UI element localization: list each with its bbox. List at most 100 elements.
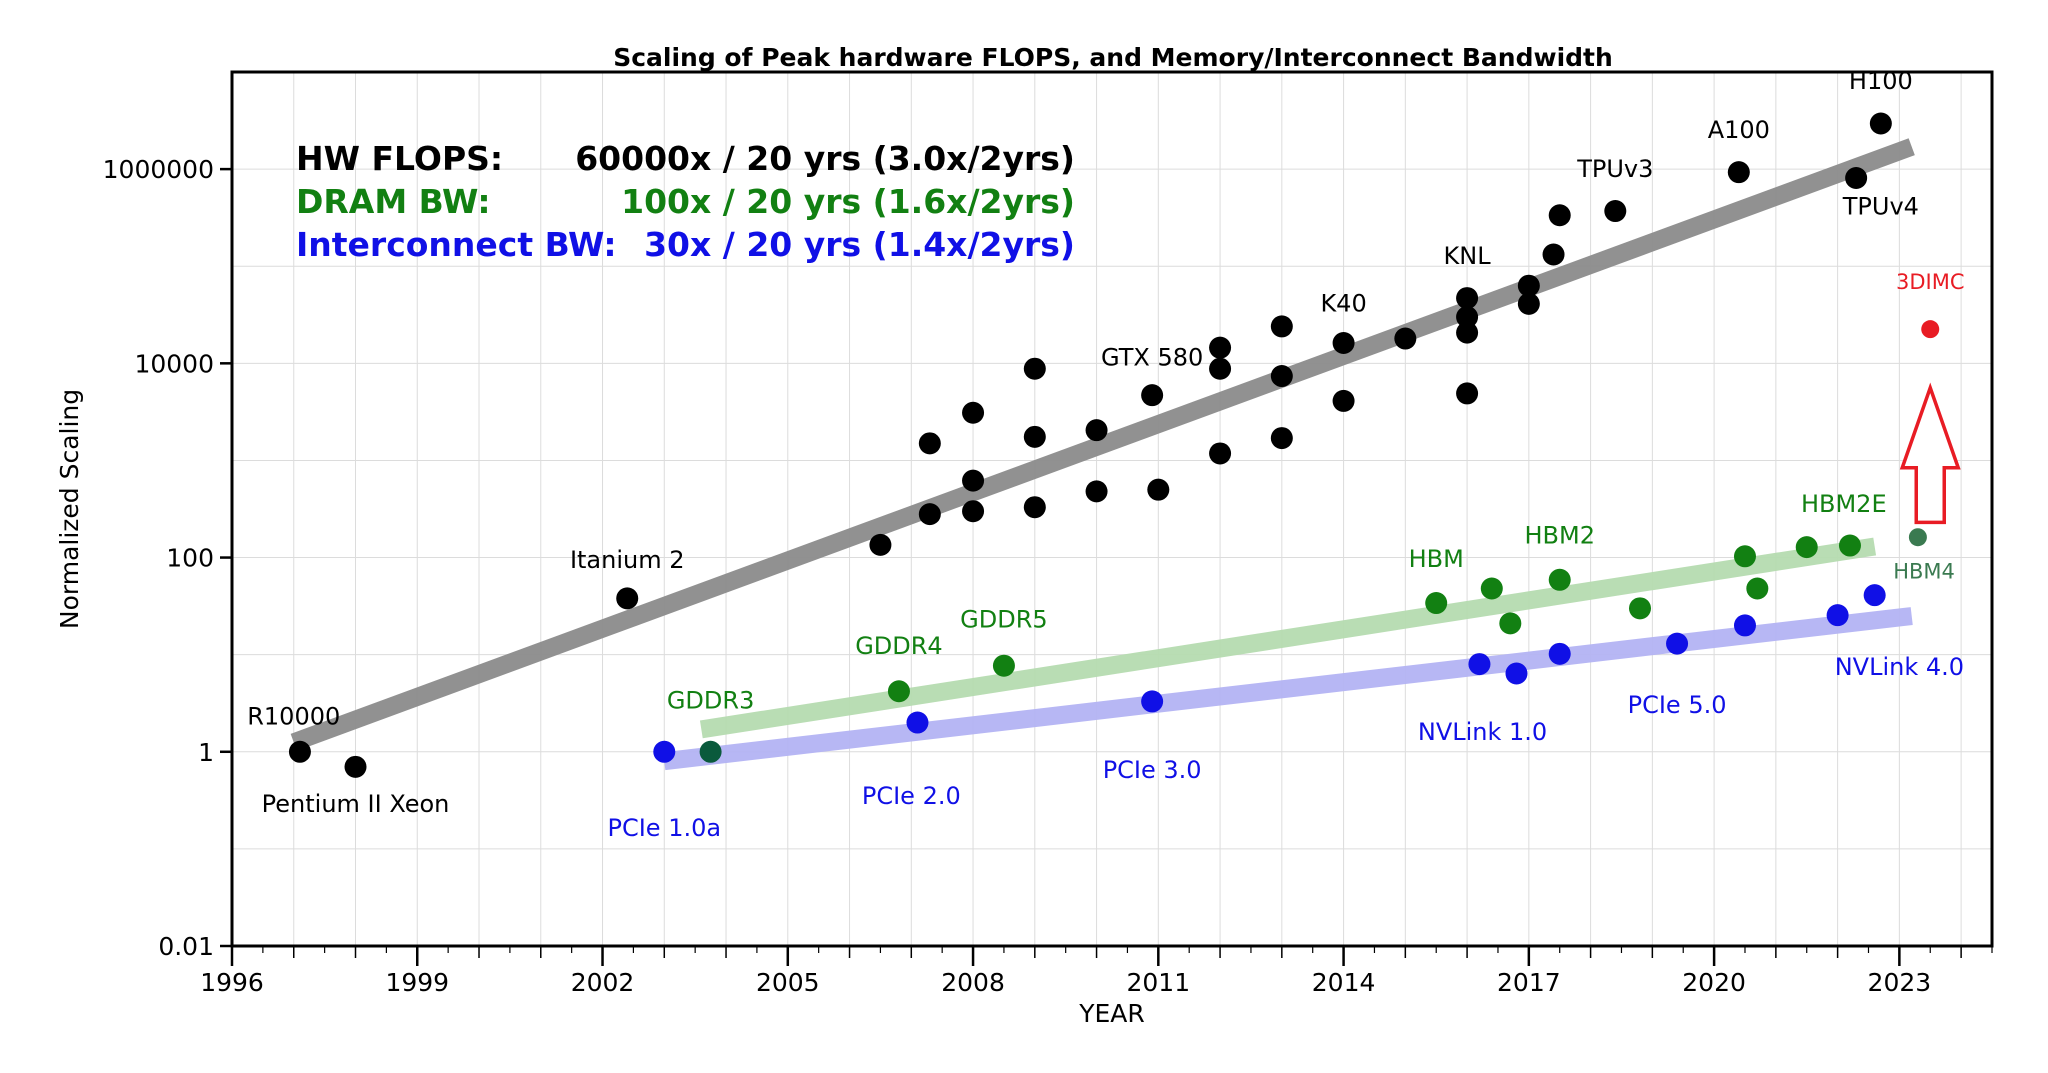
point-interconnect-bw: [906, 711, 929, 734]
annotation-label: GDDR5: [960, 606, 1048, 634]
point-interconnect-bw: [1666, 632, 1689, 655]
point-interconnect-bw: [1826, 604, 1849, 627]
point-hw-flops: [1456, 305, 1479, 328]
annotation-label: TPUv4: [1842, 193, 1919, 221]
up-arrow: [1899, 382, 1961, 525]
point-hw-flops: [1023, 496, 1046, 519]
point-hw-flops: [1517, 274, 1540, 297]
point-hw-flops: [288, 740, 311, 763]
point-hw-flops: [918, 432, 941, 455]
annotation-label: GDDR4: [855, 632, 943, 660]
point-hw-flops: [1456, 382, 1479, 405]
chart-title: Scaling of Peak hardware FLOPS, and Memo…: [613, 43, 1613, 72]
point-hw-flops: [1845, 166, 1868, 189]
annotation-label: HBM2E: [1801, 490, 1887, 518]
y-tick-label: 0.01: [158, 932, 214, 961]
trend-line-interconnect-bw: [663, 607, 1913, 771]
point-dram-bw: [1499, 612, 1522, 635]
x-tick-label: 2002: [571, 968, 635, 997]
annotation-label: R10000: [247, 703, 340, 731]
grid-lines: [231, 71, 1992, 947]
legend-dram-label: DRAM BW:: [296, 182, 491, 221]
point-hw-flops: [1604, 200, 1627, 223]
x-tick-label: 1999: [385, 968, 449, 997]
point-hw-flops: [918, 503, 941, 526]
point-hw-flops: [1270, 427, 1293, 450]
point-hw-flops: [1023, 425, 1046, 448]
x-tick-label: 2005: [756, 968, 820, 997]
point-hw-flops: [1023, 357, 1046, 380]
annotation-label: HBM4: [1893, 559, 1955, 583]
point-interconnect-bw: [1141, 690, 1164, 713]
point-hw-flops: [1209, 357, 1232, 380]
annotation-label: HBM: [1409, 545, 1464, 573]
x-tick-label: 2014: [1312, 968, 1376, 997]
point-hw-flops: [1209, 336, 1232, 359]
x-tick-label: 2020: [1682, 968, 1746, 997]
point-hw-flops: [1542, 243, 1565, 266]
annotation-label: HBM2: [1524, 521, 1595, 549]
point-dram-bw: [1548, 568, 1571, 591]
arrow-layer: [1899, 382, 1961, 525]
annotation-label: PCIe 2.0: [862, 782, 961, 810]
point-interconnect-bw: [1468, 653, 1491, 676]
y-tick-label: 1000000: [103, 155, 214, 184]
point-dram-bw: [1733, 545, 1756, 568]
annotation-label: GDDR3: [667, 686, 755, 714]
point-dram-bw: [1629, 597, 1651, 620]
point-interconnect-bw: [1863, 584, 1886, 607]
point-hw-flops: [1869, 112, 1892, 135]
point-dram-bw: [1908, 528, 1927, 547]
legend-flops-label: HW FLOPS:: [296, 139, 503, 178]
point-dram-bw: [1838, 534, 1861, 557]
annotation-label: Pentium II Xeon: [262, 790, 450, 818]
annotation-label: PCIe 5.0: [1628, 691, 1727, 719]
plot-frame: [230, 70, 1994, 948]
point-dram-bw: [1795, 536, 1818, 559]
annotation-label: PCIe 3.0: [1103, 756, 1202, 784]
data-points: [288, 112, 1940, 778]
point-hw-flops: [1085, 480, 1108, 503]
x-tick-label: 2008: [941, 968, 1005, 997]
point-hw-flops: [962, 500, 985, 523]
point-hw-flops: [1517, 292, 1540, 315]
legend: HW FLOPS: 60000x / 20 yrs (3.0x/2yrs) DR…: [296, 139, 1075, 264]
annotation-label: Itanium 2: [570, 546, 685, 574]
annotation-label: KNL: [1444, 242, 1492, 270]
legend-interconnect-value: 30x / 20 yrs (1.4x/2yrs): [644, 225, 1075, 264]
point-dram-bw: [887, 680, 910, 703]
point-hw-flops: [1548, 204, 1571, 227]
point-hw-flops: [1085, 419, 1108, 442]
y-tick-label: 100: [166, 544, 214, 573]
point-dram-bw: [1480, 577, 1503, 600]
point-dram-bw: [1746, 577, 1769, 600]
legend-flops-value: 60000x / 20 yrs (3.0x/2yrs): [575, 139, 1075, 178]
annotation-label: 3DIMC: [1896, 270, 1965, 294]
y-axis-label: Normalized Scaling: [55, 389, 84, 629]
point-interconnect-bw: [653, 740, 676, 763]
annotation-label: TPUv3: [1576, 155, 1653, 183]
point-hw-flops: [344, 755, 367, 778]
point-dram-bw: [992, 654, 1015, 677]
point-dram-bw: [1425, 592, 1448, 615]
point-interconnect-bw: [1733, 614, 1756, 637]
point-interconnect-bw: [1548, 642, 1571, 665]
point-hw-flops: [1456, 287, 1479, 310]
x-tick-label: 1996: [200, 968, 264, 997]
annotation-label: A100: [1708, 116, 1770, 144]
point-hw-flops: [1147, 478, 1170, 501]
point-hw-flops: [962, 469, 985, 492]
axis-ticks: 1996 1999 2002 2005 2008 2011 2014 2017 2020 2023…: [103, 155, 1993, 997]
point-interconnect-bw: [1505, 662, 1528, 685]
point-hw-flops: [1456, 321, 1479, 344]
annotation-label: PCIe 1.0a: [607, 814, 721, 842]
x-tick-label: 2023: [1868, 968, 1932, 997]
annotation-label: GTX 580: [1101, 343, 1203, 371]
point-hw-flops: [1332, 389, 1355, 412]
legend-interconnect-label: Interconnect BW:: [296, 225, 617, 264]
annotation-label: NVLink 1.0: [1418, 718, 1547, 746]
point-annotations: R10000 Pentium II Xeon Itanium 2 GTX 580 K40…: [247, 67, 1964, 842]
point-hw-flops: [869, 533, 892, 556]
point-hw-flops: [1394, 327, 1417, 350]
